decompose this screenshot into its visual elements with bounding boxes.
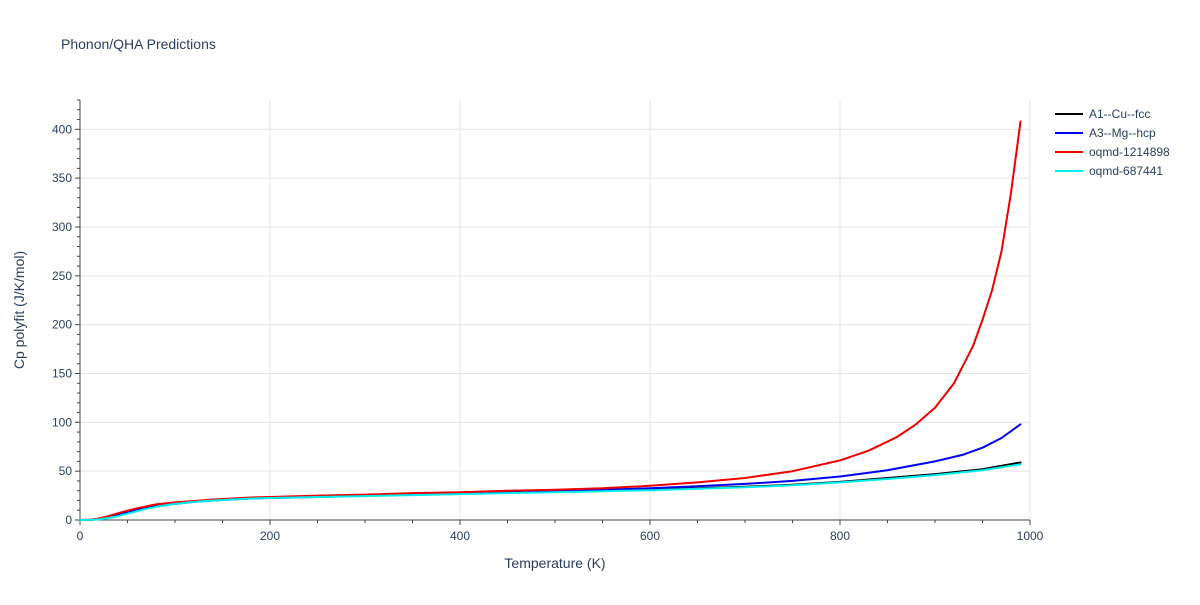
series-layer <box>79 120 1022 521</box>
x-tick-label: 200 <box>260 529 280 543</box>
legend-label: A3--Mg--hcp <box>1089 126 1156 140</box>
series-line-A3--Mg--hcp[interactable] <box>79 423 1022 521</box>
grid-layer <box>80 100 1031 520</box>
legend-item[interactable]: A1--Cu--fcc <box>1055 107 1150 121</box>
y-tick-label: 0 <box>65 513 72 527</box>
legend-label: oqmd-1214898 <box>1089 145 1170 159</box>
x-tick-label: 800 <box>830 529 850 543</box>
y-tick-label: 250 <box>52 269 72 283</box>
legend-item[interactable]: oqmd-1214898 <box>1055 145 1170 159</box>
legend[interactable]: A1--Cu--fcc A3--Mg--hcp oqmd-1214898 oqmd-6… <box>1055 107 1170 178</box>
series-line-oqmd-687441[interactable] <box>79 463 1022 521</box>
y-tick-label: 400 <box>52 122 72 136</box>
x-tick-label: 400 <box>450 529 470 543</box>
x-tick-label: 0 <box>77 529 84 543</box>
legend-label: oqmd-687441 <box>1089 164 1163 178</box>
legend-item[interactable]: oqmd-687441 <box>1055 164 1163 178</box>
y-tick-label: 300 <box>52 220 72 234</box>
y-tick-label: 50 <box>59 464 73 478</box>
y-tick-label: 100 <box>52 415 72 429</box>
x-axis-title: Temperature (K) <box>504 555 605 571</box>
series-line-oqmd-1214898[interactable] <box>79 120 1022 521</box>
chart-title: Phonon/QHA Predictions <box>61 36 216 52</box>
x-tick-label: 1000 <box>1017 529 1044 543</box>
legend-item[interactable]: A3--Mg--hcp <box>1055 126 1156 140</box>
axis-layer: 0 200 400 600 800 1000 0 50 100 150 200 250 300 350 40… <box>52 99 1044 543</box>
legend-label: A1--Cu--fcc <box>1089 107 1150 121</box>
y-tick-label: 200 <box>52 318 72 332</box>
x-tick-label: 600 <box>640 529 660 543</box>
y-tick-label: 150 <box>52 366 72 380</box>
y-tick-label: 350 <box>52 171 72 185</box>
y-axis-title: Cp polyfit (J/K/mol) <box>11 251 27 369</box>
